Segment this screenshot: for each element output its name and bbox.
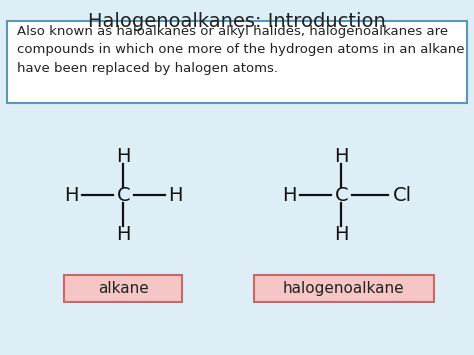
FancyBboxPatch shape <box>254 275 434 302</box>
Text: C: C <box>117 186 130 205</box>
FancyBboxPatch shape <box>64 275 182 302</box>
Text: H: H <box>168 186 182 205</box>
Text: H: H <box>334 147 348 166</box>
Text: H: H <box>116 147 130 166</box>
Text: Cl: Cl <box>393 186 412 205</box>
Text: H: H <box>64 186 78 205</box>
Text: Also known as haloalkanes or alkyl halides, halogenoalkanes are
compounds in whi: Also known as haloalkanes or alkyl halid… <box>17 25 464 75</box>
FancyBboxPatch shape <box>7 21 467 103</box>
Text: Halogenoalkanes: Introduction: Halogenoalkanes: Introduction <box>88 12 386 32</box>
Text: H: H <box>282 186 296 205</box>
Text: C: C <box>335 186 348 205</box>
Text: alkane: alkane <box>98 281 149 296</box>
Text: H: H <box>116 225 130 244</box>
Text: H: H <box>334 225 348 244</box>
Text: halogenoalkane: halogenoalkane <box>283 281 404 296</box>
